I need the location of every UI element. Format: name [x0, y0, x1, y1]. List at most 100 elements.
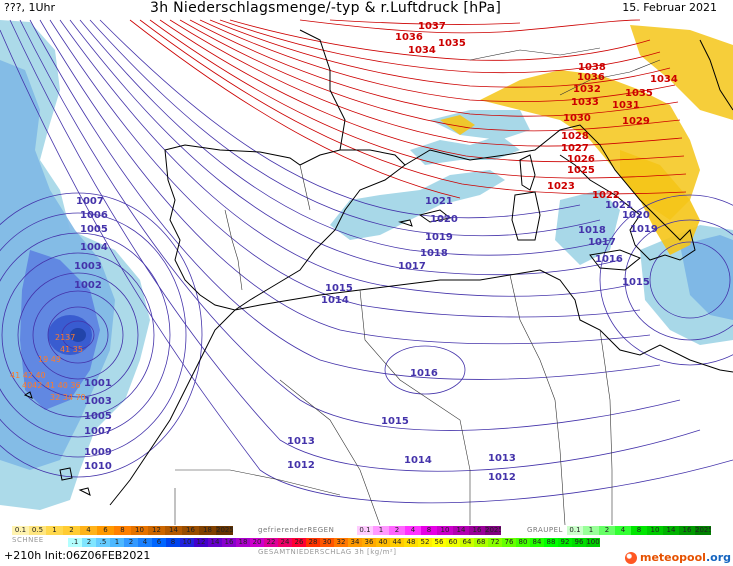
pressure-label: 1015 [381, 416, 409, 427]
pressure-label: 1035 [438, 38, 466, 49]
pressure-label: 1034 [408, 45, 436, 56]
legend-cell: 2025+ [216, 526, 233, 535]
pressure-label: 1033 [571, 97, 599, 108]
brand-suffix: .org [705, 551, 731, 564]
legend-cell: 2 [124, 538, 138, 547]
legend-cell: 24 [278, 538, 292, 547]
pressure-label: 1032 [573, 84, 601, 95]
map-title: 3h Niederschlagsmenge/-typ & r.Luftdruck… [150, 0, 502, 16]
legend-cell: 52 [418, 538, 432, 547]
pressure-label: 1004 [80, 242, 108, 253]
borders [174, 47, 661, 525]
legend-cell: 18 [199, 526, 216, 535]
pressure-label: 1006 [80, 210, 108, 221]
pressure-label: 1005 [80, 224, 108, 235]
pressure-label: 1035 [625, 88, 653, 99]
legend-cell: 26 [292, 538, 306, 547]
pressure-label: 1007 [84, 426, 112, 437]
pressure-label: 1015 [325, 283, 353, 294]
pressure-label: 1016 [410, 368, 438, 379]
snow-scale-name: SCHNEE [12, 536, 44, 544]
legend-cell: 1 [373, 526, 389, 535]
precip-gulf-lion [410, 135, 520, 165]
legend-cell: 100 [586, 538, 600, 547]
legend-cell: 14 [663, 526, 679, 535]
snow-northeast [630, 25, 733, 120]
pressure-label: 1036 [577, 72, 605, 83]
precip-value: 19 49 [38, 355, 61, 364]
pressure-label: 1037 [418, 21, 446, 32]
legend-cell: .1 [68, 538, 82, 547]
map-header: ???, 1Uhr 3h Niederschlagsmenge/-typ & r… [0, 0, 733, 18]
coast-north-africa [234, 269, 733, 373]
legend-cell: 2 [599, 526, 615, 535]
legend-cell: 28 [306, 538, 320, 547]
pressure-label: 1012 [488, 472, 516, 483]
total-precip-scale-name: GESAMTNIEDERSCHLAG 3h [kg/m²] [258, 548, 397, 556]
pressure-label: 1021 [425, 196, 453, 207]
pressure-label: 1013 [488, 453, 516, 464]
legend-cell: 32 [334, 538, 348, 547]
legend-cell: 30 [320, 538, 334, 547]
legend-cell: 40 [376, 538, 390, 547]
pressure-label: 1016 [595, 254, 623, 265]
pressure-label: 1029 [622, 116, 650, 127]
legend-cell: 0.1 [567, 526, 583, 535]
legend-cell: 1 [583, 526, 599, 535]
legend-cell: 2025+ [695, 526, 711, 535]
precip-value: 4042 41 40 36 [22, 381, 81, 390]
legend-cell: 6 [152, 538, 166, 547]
pressure-label: 1003 [74, 261, 102, 272]
legend-cell: 96 [572, 538, 586, 547]
brand-logo[interactable]: meteopool .org [624, 551, 731, 564]
high-pressure-isobars [129, 19, 687, 199]
pressure-label: 1003 [84, 396, 112, 407]
legend-cell: 20 [250, 538, 264, 547]
legend-cell: 2025+ [485, 526, 501, 535]
legend-cell: 2 [389, 526, 405, 535]
legend-cell: 44 [390, 538, 404, 547]
pressure-label: 1028 [561, 131, 589, 142]
brand-logo-icon [624, 551, 637, 564]
legend-cell: 16 [182, 526, 199, 535]
legend-cell: 10 [647, 526, 663, 535]
legend-cell: 88 [544, 538, 558, 547]
precip-value: 32 34 70 [50, 393, 86, 402]
legend-cell: 2 [82, 538, 96, 547]
legend-cell: 60 [446, 538, 460, 547]
legend-cell: 92 [558, 538, 572, 547]
pressure-label: 1009 [84, 447, 112, 458]
snow-pyrenees [440, 115, 475, 135]
legend-cell: 8 [166, 538, 180, 547]
legend-cell: 48 [404, 538, 418, 547]
legend-cell: 64 [460, 538, 474, 547]
pressure-label: 1026 [567, 154, 595, 165]
precip-value: 41 42 40 [10, 371, 46, 380]
coast-corsica [519, 154, 536, 191]
legend-cell: 34 [348, 538, 362, 547]
pressure-label: 1021 [605, 200, 633, 211]
legend-cell: 2 [63, 526, 80, 535]
coast-iberia [164, 144, 406, 311]
legend-cell: 14 [165, 526, 182, 535]
forecast-date: 15. Februar 2021 [622, 1, 717, 14]
pressure-label: 1017 [588, 237, 616, 248]
pressure-label: 1019 [630, 224, 658, 235]
legend-cell: 4 [405, 526, 421, 535]
pressure-label: 1019 [425, 232, 453, 243]
legend-cell: 12 [194, 538, 208, 547]
pressure-label: 1007 [76, 196, 104, 207]
coastlines [23, 29, 733, 506]
legend-cell: 8 [631, 526, 647, 535]
legend-cell: 16 [679, 526, 695, 535]
coast-france-italy [299, 29, 696, 261]
legend-cell: 8 [421, 526, 437, 535]
precip-annotations: 2137 41 35 19 49 41 42 40 4042 41 40 36 … [10, 333, 86, 402]
pressure-label: 1025 [567, 165, 595, 176]
